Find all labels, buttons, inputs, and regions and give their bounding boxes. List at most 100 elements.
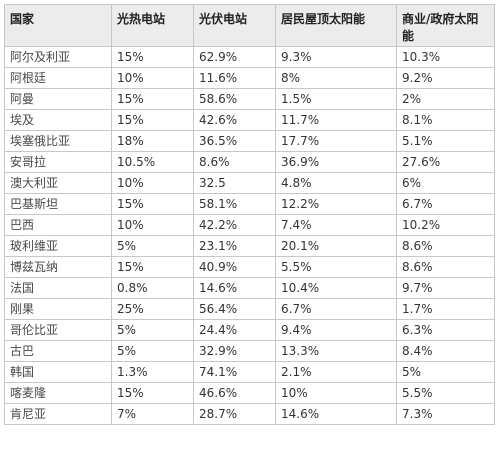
cell-country: 巴西 <box>4 214 112 236</box>
cell-country: 安哥拉 <box>4 151 112 173</box>
cell-commercial-government: 6% <box>396 172 495 194</box>
cell-csp-plant: 15% <box>111 193 194 215</box>
cell-pv-plant: 28.7% <box>193 403 276 425</box>
cell-pv-plant: 11.6% <box>193 67 276 89</box>
cell-residential-rooftop: 7.4% <box>275 214 397 236</box>
cell-country: 玻利维亚 <box>4 235 112 257</box>
cell-pv-plant: 46.6% <box>193 382 276 404</box>
table-row: 埃及 15% 42.6% 11.7% 8.1% <box>4 109 495 131</box>
cell-csp-plant: 15% <box>111 88 194 110</box>
cell-csp-plant: 5% <box>111 340 194 362</box>
cell-commercial-government: 2% <box>396 88 495 110</box>
cell-residential-rooftop: 8% <box>275 67 397 89</box>
table-body: 阿尔及利亚 15% 62.9% 9.3% 10.3% 阿根廷 10% 11.6% 8% 9.2% 阿… <box>4 46 495 425</box>
cell-residential-rooftop: 12.2% <box>275 193 397 215</box>
cell-pv-plant: 42.2% <box>193 214 276 236</box>
cell-commercial-government: 8.1% <box>396 109 495 131</box>
table-row: 法国 0.8% 14.6% 10.4% 9.7% <box>4 277 495 299</box>
cell-csp-plant: 0.8% <box>111 277 194 299</box>
table-header-row: 国家 光热电站 光伏电站 居民屋顶太阳能 商业/政府太阳能 <box>4 4 495 47</box>
cell-commercial-government: 10.3% <box>396 46 495 68</box>
cell-csp-plant: 1.3% <box>111 361 194 383</box>
cell-country: 澳大利亚 <box>4 172 112 194</box>
table-row: 澳大利亚 10% 32.5 4.8% 6% <box>4 172 495 194</box>
cell-country: 古巴 <box>4 340 112 362</box>
cell-commercial-government: 6.7% <box>396 193 495 215</box>
cell-commercial-government: 9.7% <box>396 277 495 299</box>
cell-csp-plant: 7% <box>111 403 194 425</box>
cell-csp-plant: 18% <box>111 130 194 152</box>
cell-residential-rooftop: 2.1% <box>275 361 397 383</box>
cell-country: 博兹瓦纳 <box>4 256 112 278</box>
cell-commercial-government: 8.4% <box>396 340 495 362</box>
cell-csp-plant: 10% <box>111 172 194 194</box>
cell-commercial-government: 6.3% <box>396 319 495 341</box>
cell-country: 巴基斯坦 <box>4 193 112 215</box>
cell-pv-plant: 23.1% <box>193 235 276 257</box>
header-residential-rooftop: 居民屋顶太阳能 <box>275 4 397 47</box>
cell-csp-plant: 10.5% <box>111 151 194 173</box>
cell-country: 韩国 <box>4 361 112 383</box>
table-row: 阿尔及利亚 15% 62.9% 9.3% 10.3% <box>4 46 495 68</box>
table-row: 哥伦比亚 5% 24.4% 9.4% 6.3% <box>4 319 495 341</box>
cell-commercial-government: 7.3% <box>396 403 495 425</box>
cell-pv-plant: 24.4% <box>193 319 276 341</box>
cell-residential-rooftop: 6.7% <box>275 298 397 320</box>
cell-country: 埃塞俄比亚 <box>4 130 112 152</box>
cell-csp-plant: 10% <box>111 214 194 236</box>
cell-residential-rooftop: 4.8% <box>275 172 397 194</box>
table-row: 巴西 10% 42.2% 7.4% 10.2% <box>4 214 495 236</box>
table-row: 古巴 5% 32.9% 13.3% 8.4% <box>4 340 495 362</box>
table-row: 韩国 1.3% 74.1% 2.1% 5% <box>4 361 495 383</box>
cell-residential-rooftop: 5.5% <box>275 256 397 278</box>
table-row: 安哥拉 10.5% 8.6% 36.9% 27.6% <box>4 151 495 173</box>
table-row: 肯尼亚 7% 28.7% 14.6% 7.3% <box>4 403 495 425</box>
cell-residential-rooftop: 20.1% <box>275 235 397 257</box>
cell-country: 肯尼亚 <box>4 403 112 425</box>
cell-csp-plant: 15% <box>111 382 194 404</box>
cell-commercial-government: 5% <box>396 361 495 383</box>
cell-pv-plant: 58.1% <box>193 193 276 215</box>
cell-pv-plant: 74.1% <box>193 361 276 383</box>
cell-pv-plant: 32.5 <box>193 172 276 194</box>
header-pv-plant: 光伏电站 <box>193 4 276 47</box>
cell-csp-plant: 15% <box>111 46 194 68</box>
table-row: 刚果 25% 56.4% 6.7% 1.7% <box>4 298 495 320</box>
cell-country: 阿曼 <box>4 88 112 110</box>
cell-csp-plant: 5% <box>111 319 194 341</box>
cell-residential-rooftop: 11.7% <box>275 109 397 131</box>
table-row: 埃塞俄比亚 18% 36.5% 17.7% 5.1% <box>4 130 495 152</box>
cell-country: 刚果 <box>4 298 112 320</box>
table-row: 阿根廷 10% 11.6% 8% 9.2% <box>4 67 495 89</box>
cell-residential-rooftop: 14.6% <box>275 403 397 425</box>
cell-pv-plant: 8.6% <box>193 151 276 173</box>
cell-residential-rooftop: 13.3% <box>275 340 397 362</box>
cell-country: 喀麦隆 <box>4 382 112 404</box>
cell-commercial-government: 8.6% <box>396 256 495 278</box>
table-row: 巴基斯坦 15% 58.1% 12.2% 6.7% <box>4 193 495 215</box>
cell-residential-rooftop: 1.5% <box>275 88 397 110</box>
cell-residential-rooftop: 10% <box>275 382 397 404</box>
table-row: 喀麦隆 15% 46.6% 10% 5.5% <box>4 382 495 404</box>
cell-country: 法国 <box>4 277 112 299</box>
cell-country: 哥伦比亚 <box>4 319 112 341</box>
cell-commercial-government: 27.6% <box>396 151 495 173</box>
header-commercial-government: 商业/政府太阳能 <box>396 4 495 47</box>
header-csp-plant: 光热电站 <box>111 4 194 47</box>
cell-pv-plant: 36.5% <box>193 130 276 152</box>
cell-commercial-government: 1.7% <box>396 298 495 320</box>
cell-csp-plant: 10% <box>111 67 194 89</box>
cell-csp-plant: 15% <box>111 256 194 278</box>
table-row: 玻利维亚 5% 23.1% 20.1% 8.6% <box>4 235 495 257</box>
cell-country: 阿根廷 <box>4 67 112 89</box>
cell-pv-plant: 58.6% <box>193 88 276 110</box>
cell-commercial-government: 5.1% <box>396 130 495 152</box>
cell-residential-rooftop: 17.7% <box>275 130 397 152</box>
table-row: 博兹瓦纳 15% 40.9% 5.5% 8.6% <box>4 256 495 278</box>
cell-csp-plant: 5% <box>111 235 194 257</box>
cell-commercial-government: 8.6% <box>396 235 495 257</box>
table-row: 阿曼 15% 58.6% 1.5% 2% <box>4 88 495 110</box>
solar-share-table: 国家 光热电站 光伏电站 居民屋顶太阳能 商业/政府太阳能 阿尔及利亚 15% 62… <box>4 4 495 425</box>
cell-residential-rooftop: 9.3% <box>275 46 397 68</box>
cell-residential-rooftop: 36.9% <box>275 151 397 173</box>
